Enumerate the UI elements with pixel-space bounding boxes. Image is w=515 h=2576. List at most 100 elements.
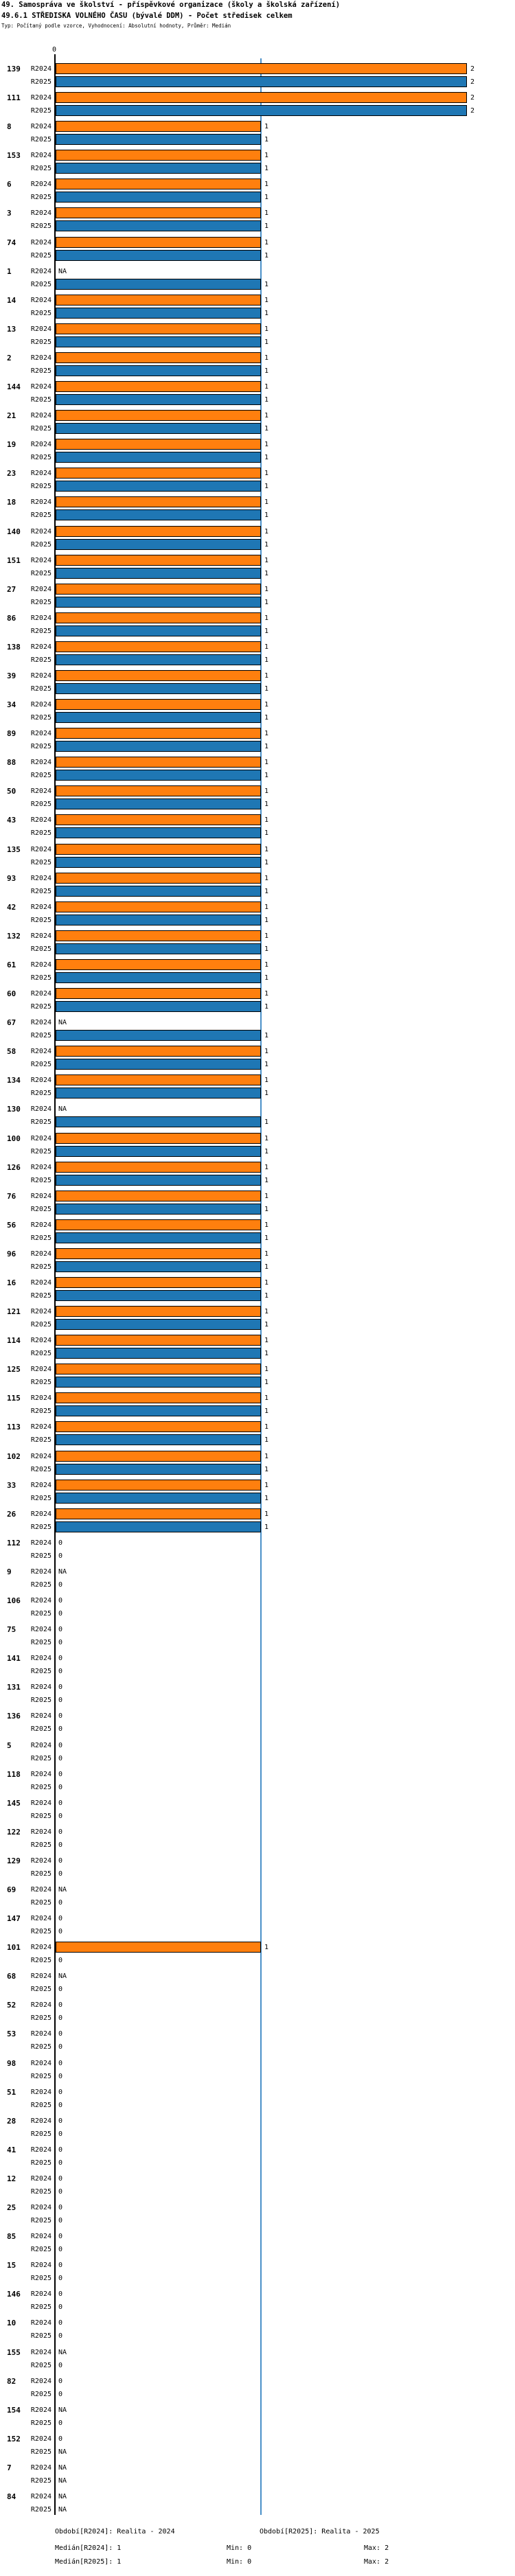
bar-r2024 bbox=[56, 1277, 261, 1288]
bar-value-label: 0 bbox=[58, 2435, 63, 2443]
bar-value-label: 0 bbox=[58, 2275, 63, 2282]
group-label: 69 bbox=[7, 1885, 16, 1894]
bar-r2025 bbox=[56, 1261, 261, 1272]
row-period-label: R2025 bbox=[30, 194, 52, 201]
na-value-label: NA bbox=[58, 1105, 67, 1113]
group-label: 8 bbox=[7, 122, 12, 131]
bar-value-label: 1 bbox=[264, 383, 269, 391]
bar-r2025 bbox=[56, 1175, 261, 1186]
row-period-label: R2024 bbox=[30, 701, 52, 709]
bar-r2025 bbox=[56, 394, 261, 405]
na-value-label: NA bbox=[58, 1973, 67, 1980]
row-period-label: R2024 bbox=[30, 816, 52, 824]
bar-value-label: 0 bbox=[58, 2217, 63, 2224]
bar-r2025 bbox=[56, 365, 261, 376]
bar-value-label: 1 bbox=[264, 614, 269, 622]
bar-value-label: 0 bbox=[58, 2014, 63, 2022]
bar-value-label: 1 bbox=[264, 1337, 269, 1344]
na-value-label: NA bbox=[58, 1886, 67, 1894]
row-period-label: R2025 bbox=[30, 483, 52, 490]
bar-r2025 bbox=[56, 712, 261, 723]
bar-value-label: 1 bbox=[264, 643, 269, 651]
bar-value-label: 1 bbox=[264, 541, 269, 549]
bar-r2025 bbox=[56, 1204, 261, 1215]
bar-r2025 bbox=[56, 1146, 261, 1157]
bar-value-label: 1 bbox=[264, 904, 269, 911]
bar-value-label: 1 bbox=[264, 367, 269, 375]
row-period-label: R2025 bbox=[30, 1292, 52, 1300]
bar-value-label: 0 bbox=[58, 1915, 63, 1922]
row-period-label: R2025 bbox=[30, 2102, 52, 2109]
bar-r2024 bbox=[56, 352, 261, 363]
row-period-label: R2024 bbox=[30, 65, 52, 73]
bar-value-label: 1 bbox=[264, 1250, 269, 1258]
row-period-label: R2025 bbox=[30, 281, 52, 288]
row-period-label: R2024 bbox=[30, 1742, 52, 1749]
row-period-label: R2024 bbox=[30, 643, 52, 651]
bar-r2024 bbox=[56, 1508, 261, 1519]
group-label: 21 bbox=[7, 411, 16, 420]
row-period-label: R2025 bbox=[30, 1957, 52, 1964]
row-period-label: R2025 bbox=[30, 1813, 52, 1820]
row-period-label: R2024 bbox=[30, 2378, 52, 2385]
row-period-label: R2025 bbox=[30, 628, 52, 635]
row-period-label: R2024 bbox=[30, 2117, 52, 2125]
row-period-label: R2025 bbox=[30, 2362, 52, 2369]
bar-value-label: 2 bbox=[470, 65, 475, 73]
row-period-label: R2025 bbox=[30, 2303, 52, 2311]
bar-r2024 bbox=[56, 844, 261, 855]
bar-value-label: 0 bbox=[58, 2233, 63, 2240]
bar-r2024 bbox=[56, 1162, 261, 1173]
bar-value-label: 1 bbox=[264, 338, 269, 346]
bar-value-label: 1 bbox=[264, 354, 269, 362]
bar-value-label: 1 bbox=[264, 829, 269, 837]
bar-r2024 bbox=[56, 1248, 261, 1259]
row-period-label: R2025 bbox=[30, 1148, 52, 1155]
bar-value-label: 1 bbox=[264, 325, 269, 333]
bar-value-label: 1 bbox=[264, 801, 269, 808]
bar-r2025 bbox=[56, 1521, 261, 1532]
bar-value-label: 0 bbox=[58, 2378, 63, 2385]
row-period-label: R2024 bbox=[30, 1077, 52, 1084]
na-value-label: NA bbox=[58, 2506, 67, 2514]
bar-value-label: 0 bbox=[58, 1784, 63, 1791]
group-label: 126 bbox=[7, 1163, 21, 1172]
bar-value-label: 1 bbox=[264, 1032, 269, 1039]
group-label: 6 bbox=[7, 180, 12, 189]
bar-r2025 bbox=[56, 1116, 261, 1127]
group-label: 39 bbox=[7, 671, 16, 680]
bar-value-label: 0 bbox=[58, 2332, 63, 2340]
row-period-label: R2025 bbox=[30, 2275, 52, 2282]
na-value-label: NA bbox=[58, 2448, 67, 2456]
bar-r2025 bbox=[56, 1088, 261, 1099]
bar-r2024 bbox=[56, 526, 261, 537]
bar-value-label: 1 bbox=[264, 239, 269, 246]
bar-r2024 bbox=[56, 1421, 261, 1432]
group-label: 114 bbox=[7, 1336, 21, 1345]
na-value-label: NA bbox=[58, 2493, 67, 2500]
bar-r2025 bbox=[56, 683, 261, 694]
row-period-label: R2025 bbox=[30, 2419, 52, 2427]
group-label: 132 bbox=[7, 932, 21, 941]
bar-value-label: 1 bbox=[264, 1221, 269, 1229]
bar-value-label: 0 bbox=[58, 1957, 63, 1964]
bar-value-label: 1 bbox=[264, 557, 269, 564]
bar-value-label: 1 bbox=[264, 685, 269, 693]
row-period-label: R2024 bbox=[30, 181, 52, 188]
row-period-label: R2024 bbox=[30, 94, 52, 102]
row-period-label: R2024 bbox=[30, 1973, 52, 1980]
row-period-label: R2025 bbox=[30, 396, 52, 404]
row-period-label: R2025 bbox=[30, 1610, 52, 1618]
group-label: 145 bbox=[7, 1799, 21, 1808]
bar-r2025 bbox=[56, 192, 261, 203]
bar-r2024 bbox=[56, 930, 261, 941]
row-period-label: R2024 bbox=[30, 2406, 52, 2414]
row-period-label: R2025 bbox=[30, 801, 52, 808]
group-label: 100 bbox=[7, 1134, 21, 1143]
group-label: 147 bbox=[7, 1914, 21, 1923]
row-period-label: R2025 bbox=[30, 917, 52, 924]
row-period-label: R2025 bbox=[30, 1639, 52, 1646]
bar-value-label: 0 bbox=[58, 2188, 63, 2196]
row-period-label: R2024 bbox=[30, 2030, 52, 2038]
